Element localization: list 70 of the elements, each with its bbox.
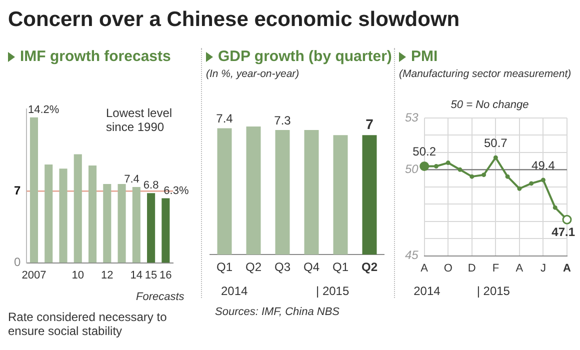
data-label: 7.4 [216,112,234,126]
bar [132,187,140,263]
point [434,164,438,168]
x-tick-label: Q2 [245,260,262,274]
data-label: 6.8 [143,180,159,192]
x-tick-label: A [563,262,572,274]
source-note: Sources: IMF, China NBS [215,306,340,318]
x-tick-label: Q2 [361,260,378,274]
data-label: 7.4 [124,174,140,186]
x-tick-label: O [444,262,453,274]
point [470,174,474,179]
x-tick-label: 16 [160,269,172,282]
x-tick-label: J [540,262,546,274]
bar [59,168,68,263]
annotation: Lowest level since 1990 [106,106,174,134]
bar [147,193,156,263]
point [458,167,462,172]
text: 2014 [221,284,248,298]
x-tick-label: A [420,262,429,274]
x-tick-label: D [468,262,476,274]
bar [88,166,97,263]
y-tick-label: 0 [14,255,21,270]
point [505,174,510,179]
text: Concern over a Chinese economic slowdown [8,8,460,32]
text: 50 = No change [450,98,529,112]
data-label: 49.4 [532,158,556,172]
point [446,160,450,166]
x-tick-label: 10 [72,269,84,282]
chart-title: PMI [411,48,438,65]
x-tick-label: Q4 [303,260,320,274]
point [482,172,486,178]
text: Forecasts [136,290,184,304]
data-label: 7 [366,116,374,132]
point [552,205,558,210]
chart-title: GDP growth (by quarter) [218,48,392,65]
data-label: 7.3 [274,113,292,128]
bar [30,117,38,263]
point [517,186,522,191]
text: | 2015 [476,284,510,298]
text: Rate considered necessary to ensure social stability [8,310,168,338]
data-label: 6.3% [164,184,189,197]
x-tick-label: 2007 [22,269,46,282]
point [529,181,534,186]
y-tick-label: 53 [404,110,419,124]
x-tick-label: Q1 [332,260,349,274]
data-label: 14.2% [28,104,60,116]
x-tick-label: 14 [130,269,143,282]
data-label: 47.1 [552,224,576,239]
data-label: 50.7 [484,136,508,150]
bar [162,198,170,263]
x-tick-label: 15 [144,269,158,282]
x-tick-label: 12 [101,269,114,282]
chart-title: IMF growth forecasts [20,48,171,65]
bar [103,184,112,263]
x-tick-label: F [492,262,500,274]
bar [44,164,53,263]
x-tick-label: Q1 [216,260,233,274]
text: | 2015 [316,284,350,298]
y-tick-label: 50 [404,162,419,176]
bar [74,154,82,263]
point [493,155,498,160]
point [540,178,546,182]
x-tick-label: A [516,262,524,274]
data-label: 50.2 [412,144,436,159]
y-tick-label: 45 [404,248,419,262]
chart-subtitle: (In %, year-on-year) [206,68,300,80]
x-tick-label: Q3 [274,260,291,274]
bar [118,184,126,263]
chart-subtitle: (Manufacturing sector measurement) [399,68,572,80]
text: 2014 [414,284,440,298]
